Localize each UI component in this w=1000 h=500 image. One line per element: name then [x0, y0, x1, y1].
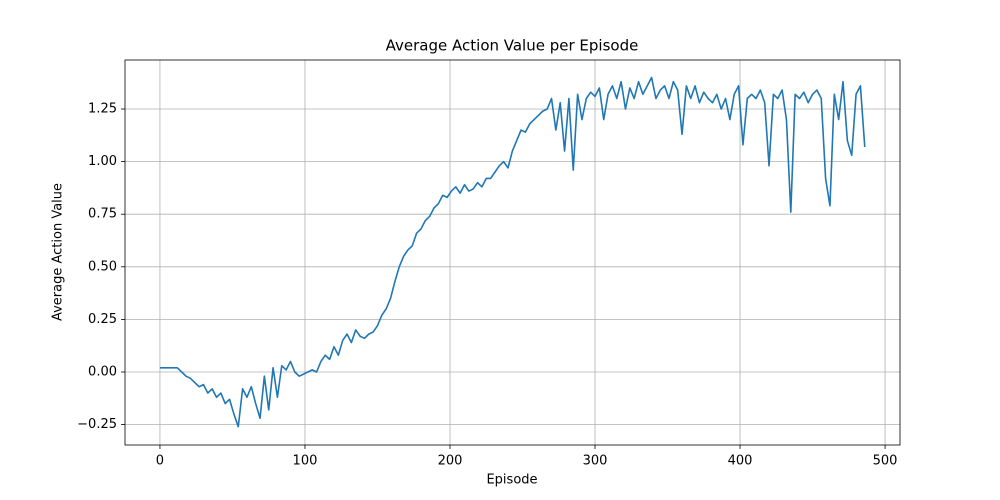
x-tick-label: 500 — [873, 454, 898, 469]
x-tick-label: 100 — [293, 454, 318, 469]
y-tick-label: 1.00 — [88, 154, 117, 169]
x-axis-label: Episode — [486, 473, 537, 488]
y-tick-label: 1.25 — [88, 102, 117, 117]
x-tick-label: 0 — [156, 454, 164, 469]
x-tick-label: 400 — [728, 454, 753, 469]
y-tick-label: 0.00 — [88, 364, 117, 379]
y-tick-label: 0.75 — [88, 207, 117, 222]
y-tick-label: −0.25 — [77, 417, 117, 432]
x-tick-label: 200 — [438, 454, 463, 469]
plot-frame — [124, 59, 901, 446]
y-axis-label: Average Action Value — [51, 183, 66, 321]
x-tick-label: 300 — [583, 454, 608, 469]
chart-title: Average Action Value per Episode — [386, 37, 639, 55]
y-tick-label: 0.25 — [88, 312, 117, 327]
y-tick-label: 0.50 — [88, 259, 117, 274]
data-line — [159, 76, 866, 428]
